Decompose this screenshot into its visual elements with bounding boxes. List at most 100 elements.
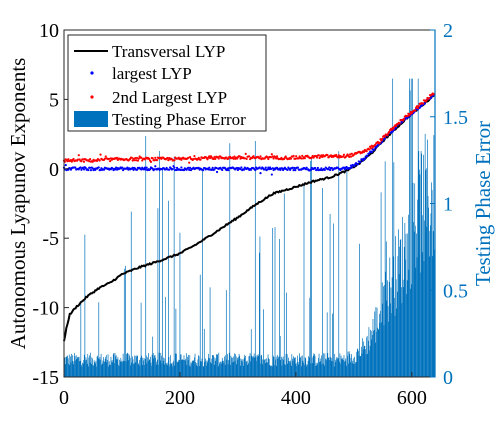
second-lyp-point: [115, 156, 119, 159]
second-lyp-point: [133, 159, 136, 162]
largest-lyp-point: [140, 168, 143, 171]
second-lyp-point: [342, 153, 346, 156]
largest-lyp-point: [267, 166, 270, 169]
largest-lyp-point: [188, 166, 192, 169]
left-tick-label: -15: [32, 367, 59, 389]
second-lyp-point: [300, 157, 303, 160]
second-lyp-point: [206, 158, 209, 161]
second-lyp-point: [208, 156, 212, 160]
second-lyp-point: [173, 159, 176, 162]
second-lyp-point: [238, 155, 241, 158]
largest-lyp-point: [236, 168, 240, 172]
second-lyp-point: [252, 155, 255, 158]
right-tick-label: 2: [443, 20, 453, 42]
largest-lyp-point: [126, 166, 129, 169]
second-lyp-point: [414, 109, 417, 112]
second-lyp-point: [398, 122, 401, 125]
second-lyp-point: [243, 157, 246, 160]
second-lyp-point: [258, 157, 261, 160]
legend: Transversal LYP largest LYP 2nd Largest …: [67, 34, 267, 132]
largest-lyp-point: [142, 168, 146, 171]
second-lyp-point: [270, 153, 273, 156]
largest-lyp-point: [269, 167, 273, 171]
second-lyp-point: [82, 158, 85, 161]
largest-lyp-point: [153, 168, 156, 171]
largest-lyp-point: [259, 172, 262, 175]
largest-lyp-point: [363, 157, 366, 160]
second-lyp-point: [272, 157, 275, 160]
largest-lyp-point: [99, 168, 102, 172]
second-lyp-point: [108, 160, 112, 163]
largest-lyp-point: [249, 168, 253, 171]
largest-lyp-point: [144, 168, 147, 171]
legend-swatch-largest: [90, 71, 94, 75]
second-lyp-point: [406, 115, 409, 118]
second-lyp-point: [370, 144, 373, 147]
largest-lyp-point: [240, 166, 243, 169]
second-lyp-point: [104, 155, 107, 158]
largest-lyp-point: [264, 166, 267, 169]
largest-lyp-point: [84, 166, 87, 170]
largest-lyp-point: [292, 169, 295, 172]
largest-lyp-point: [254, 168, 257, 172]
second-lyp-point: [153, 159, 156, 162]
left-tick-label: 5: [49, 89, 59, 111]
largest-lyp-point: [210, 168, 213, 171]
second-lyp-point: [321, 155, 324, 159]
largest-lyp-point: [188, 168, 191, 171]
second-lyp-point: [368, 148, 371, 151]
largest-lyp-point: [180, 166, 183, 169]
second-lyp-point: [137, 157, 140, 160]
second-lyp-point: [271, 155, 274, 158]
second-lyp-point: [301, 154, 304, 157]
second-lyp-point: [365, 150, 368, 153]
second-lyp-point: [134, 156, 137, 160]
second-lyp-point: [326, 154, 329, 157]
right-axis-label: Testing Phase Error: [471, 121, 495, 286]
second-lyp-point: [72, 157, 75, 161]
largest-lyp-point: [330, 166, 333, 170]
bottom-tick-label: 0: [59, 387, 69, 409]
legend-swatch-error: [74, 111, 108, 127]
right-tick-label: 0.5: [443, 280, 468, 302]
second-lyp-point: [294, 157, 297, 160]
second-lyp-point: [269, 156, 273, 159]
second-lyp-point: [187, 156, 190, 159]
legend-swatch-second: [90, 95, 94, 99]
largest-lyp-point: [429, 97, 433, 100]
second-lyp-point: [245, 157, 248, 161]
legend-dot: [90, 71, 94, 75]
largest-lyp-point: [143, 166, 146, 169]
second-lyp-point: [233, 155, 236, 158]
largest-lyp-point: [315, 168, 319, 171]
second-lyp-point: [214, 157, 217, 161]
largest-lyp-point: [328, 166, 331, 169]
second-lyp-point: [192, 158, 195, 161]
second-lyp-point: [417, 105, 420, 108]
largest-lyp-point: [348, 166, 352, 170]
legend-label-second: 2nd Largest LYP: [112, 88, 227, 107]
largest-lyp-point: [296, 166, 299, 169]
second-lyp-point: [275, 157, 278, 160]
largest-lyp-point: [342, 166, 346, 169]
largest-lyp-point: [373, 148, 376, 151]
second-lyp-point: [248, 155, 251, 158]
largest-lyp-point: [305, 166, 308, 169]
error-bars-layer: [63, 78, 436, 377]
largest-lyp-point: [327, 168, 330, 171]
second-lyp-point: [383, 135, 386, 138]
largest-lyp-point: [309, 168, 313, 171]
second-lyp-point: [390, 128, 393, 131]
largest-lyp-point: [173, 166, 176, 169]
second-lyp-point: [392, 127, 395, 130]
second-lyp-point: [311, 154, 314, 158]
legend-label-largest: largest LYP: [112, 64, 192, 83]
second-lyp-point: [103, 157, 106, 160]
largest-lyp-point: [74, 166, 77, 169]
largest-lyp-point: [87, 168, 90, 172]
largest-lyp-point: [279, 168, 282, 171]
second-lyp-point: [350, 152, 353, 155]
left-tick-label: 0: [49, 159, 59, 181]
second-lyp-point: [208, 155, 211, 158]
largest-lyp-point: [258, 166, 261, 169]
